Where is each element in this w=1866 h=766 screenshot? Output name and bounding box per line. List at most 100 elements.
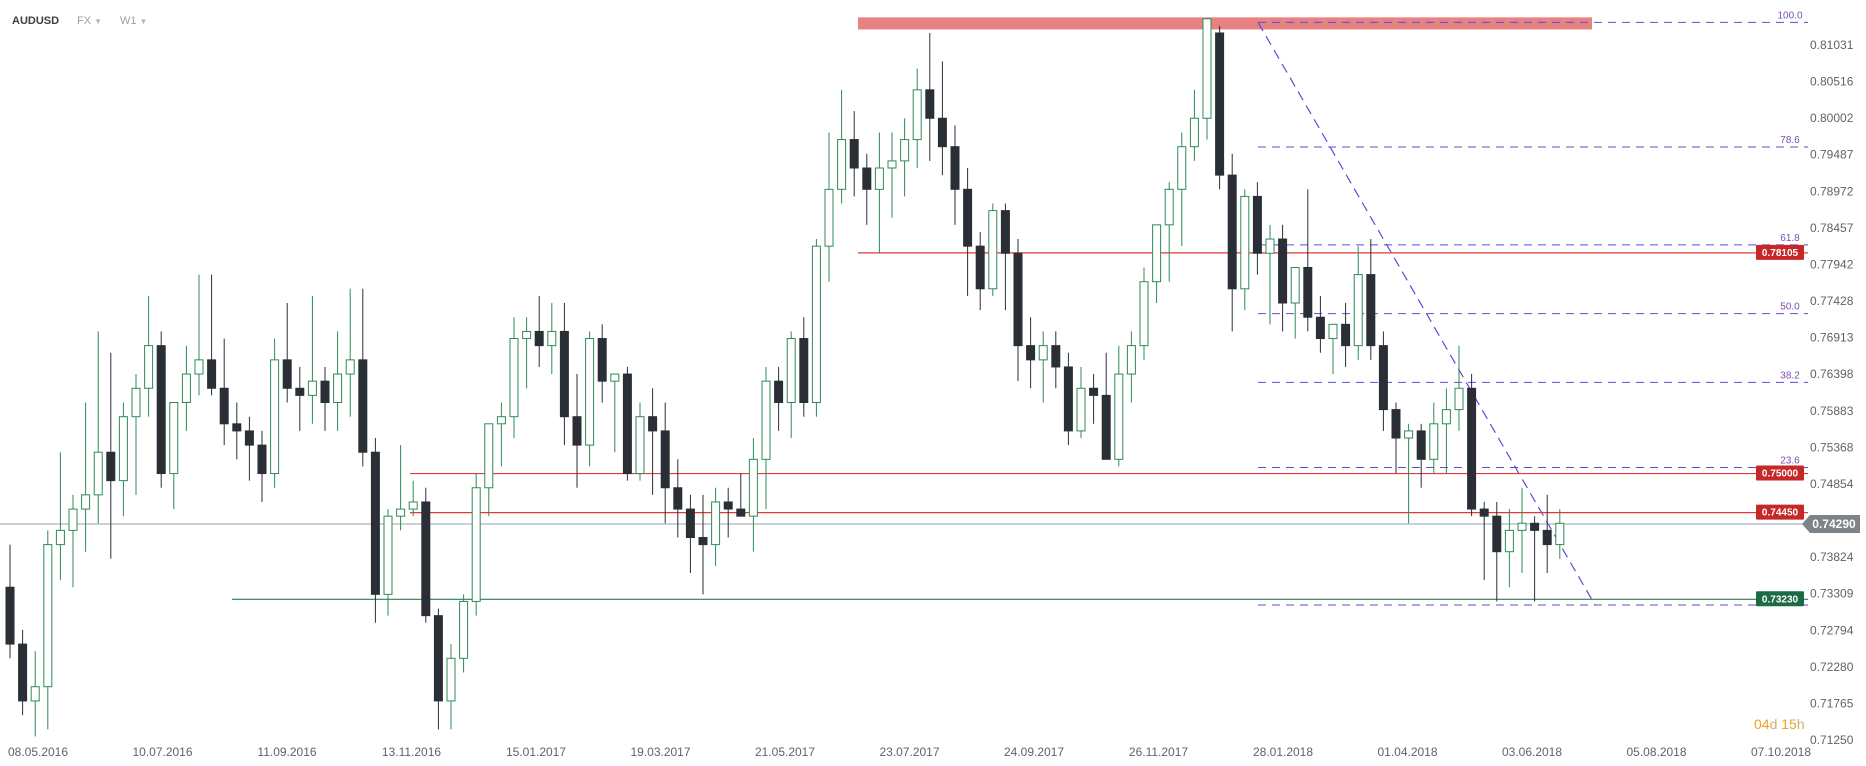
candle — [874, 132, 884, 254]
y-tick-label: 0.78457 — [1810, 221, 1854, 235]
candle — [5, 544, 15, 659]
y-tick-label: 0.71765 — [1810, 696, 1854, 710]
candle — [1063, 352, 1073, 446]
candle — [1303, 189, 1313, 332]
candle — [1404, 423, 1414, 524]
candle — [43, 530, 53, 730]
y-tick-label: 0.73824 — [1810, 550, 1854, 564]
candle — [811, 239, 821, 417]
candle-body — [937, 117, 947, 148]
candle-body — [156, 345, 166, 475]
candle-body — [496, 416, 506, 425]
candle — [345, 288, 355, 417]
candle — [723, 487, 733, 538]
x-tick-label: 03.06.2018 — [1502, 745, 1562, 759]
candle-body — [333, 373, 343, 403]
candle-body — [1328, 323, 1338, 340]
x-tick-label: 05.08.2018 — [1626, 745, 1686, 759]
level-badge-label: 0.78105 — [1762, 248, 1799, 259]
countdown-days-unit: d — [1769, 716, 1778, 732]
interval-selector[interactable]: W1 ▼ — [120, 15, 147, 27]
candle — [194, 274, 204, 396]
candle-body — [572, 416, 582, 446]
level-badge-label: 0.74450 — [1762, 508, 1799, 519]
candle-body — [144, 345, 154, 389]
y-tick-label: 0.79487 — [1810, 148, 1854, 162]
candle-body — [534, 330, 544, 347]
candle — [1189, 89, 1199, 161]
candle-body — [622, 373, 632, 475]
candle — [232, 402, 242, 460]
bar-countdown: 04d 15h — [1754, 716, 1805, 732]
candle-body — [1555, 522, 1565, 546]
candle-body — [660, 430, 670, 489]
candle — [1152, 224, 1162, 304]
candle — [975, 231, 985, 311]
candle-body — [1441, 409, 1451, 425]
candle-body — [1341, 323, 1351, 347]
market-selector[interactable]: FX ▼ — [77, 15, 102, 27]
y-tick-label: 0.72280 — [1810, 660, 1854, 674]
candle-body — [1240, 195, 1250, 290]
fib-level-label: 100.0 — [1777, 10, 1802, 21]
candle-body — [1000, 210, 1010, 254]
candle-body — [320, 380, 330, 403]
candle-body — [459, 600, 469, 659]
candle-body — [30, 686, 40, 702]
candle-body — [1353, 274, 1363, 347]
candle — [837, 89, 847, 204]
candle-body — [1089, 387, 1099, 396]
candle-body — [748, 458, 758, 517]
candle — [1265, 224, 1275, 325]
candle-body — [1038, 345, 1048, 361]
level-badge-label: 0.73230 — [1762, 594, 1799, 605]
candle-body — [1467, 387, 1477, 510]
candle — [1479, 501, 1489, 581]
candle — [824, 132, 834, 282]
candle — [1416, 423, 1426, 488]
candle-body — [1114, 373, 1124, 460]
candle — [1290, 266, 1300, 339]
candle — [673, 459, 683, 538]
candle-body — [408, 501, 418, 510]
candle-body — [1227, 174, 1237, 290]
candle-body — [1290, 266, 1300, 304]
candle-body — [1479, 508, 1489, 517]
fib-level-label: 50.0 — [1780, 302, 1800, 313]
candle — [106, 352, 116, 559]
candle — [622, 366, 632, 481]
candle — [421, 487, 431, 623]
candle — [1517, 487, 1527, 574]
candle — [93, 331, 103, 524]
x-tick-label: 13.11.2016 — [382, 745, 441, 759]
candle-body — [1404, 430, 1414, 439]
candle-body — [1189, 117, 1199, 148]
candle — [181, 345, 191, 431]
candle-body — [1101, 394, 1111, 460]
candle — [408, 480, 418, 517]
x-tick-label: 24.09.2017 — [1004, 745, 1064, 759]
current-price-label: 0.74290 — [1812, 517, 1856, 531]
countdown-days: 04 — [1754, 716, 1770, 732]
countdown-hours-unit: h — [1796, 716, 1805, 732]
candle — [219, 338, 229, 446]
candle-body — [862, 167, 872, 190]
candle — [1076, 366, 1086, 439]
candle-body — [635, 416, 645, 475]
fib-level-label: 61.8 — [1780, 233, 1800, 244]
candle — [1467, 374, 1477, 517]
candle — [81, 402, 91, 552]
candle-body — [925, 89, 935, 119]
x-tick-label: 07.10.2018 — [1751, 745, 1811, 759]
candle — [446, 644, 456, 730]
candle-body — [5, 586, 15, 645]
candle — [1038, 331, 1048, 403]
y-tick-label: 0.72794 — [1810, 623, 1854, 637]
y-tick-label: 0.77942 — [1810, 257, 1854, 271]
candle — [522, 317, 532, 389]
y-tick-label: 0.80002 — [1810, 111, 1854, 125]
level-badge — [1756, 591, 1804, 607]
candle — [270, 338, 280, 488]
candle-body — [270, 359, 280, 475]
